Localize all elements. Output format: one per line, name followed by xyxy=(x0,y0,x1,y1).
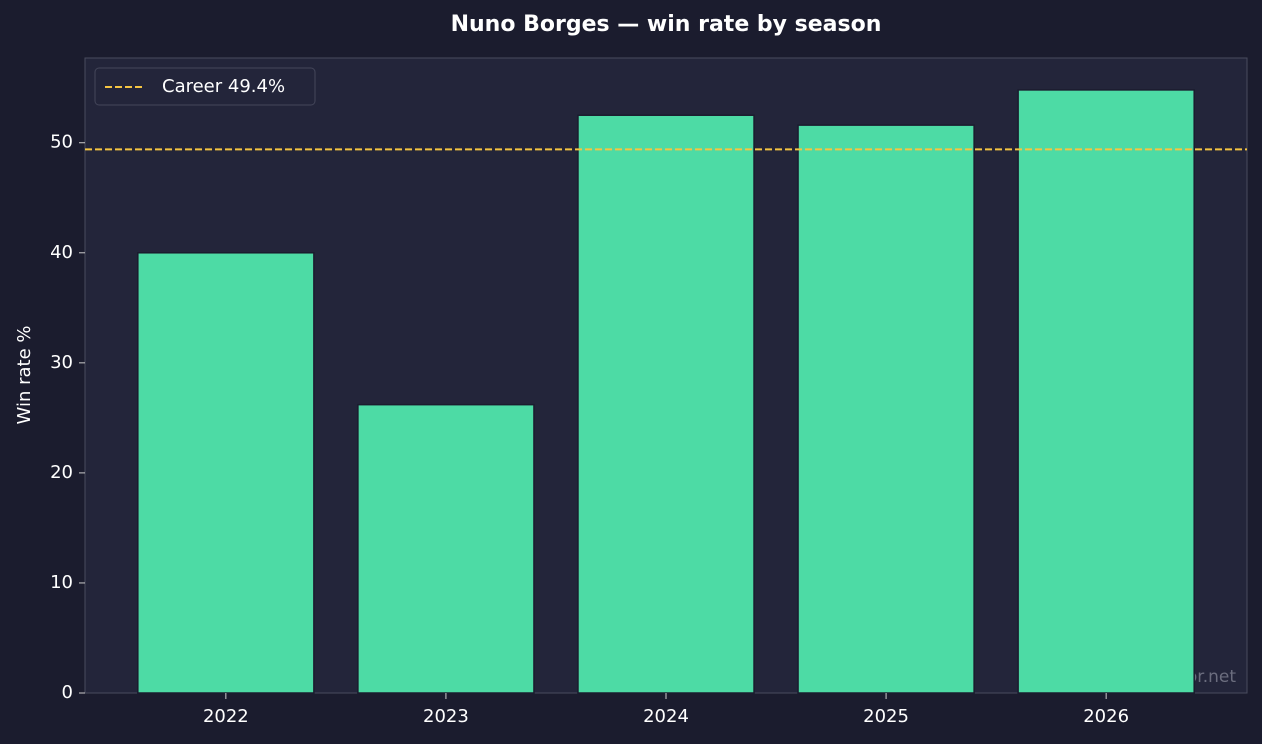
bar xyxy=(1017,89,1195,694)
x-tick-label: 2024 xyxy=(643,706,689,727)
chart-title: Nuno Borges — win rate by season xyxy=(451,12,882,37)
x-tick-label: 2026 xyxy=(1083,706,1129,727)
x-tick-label: 2025 xyxy=(863,706,909,727)
bar xyxy=(577,114,755,694)
bar xyxy=(797,124,975,694)
bar xyxy=(357,403,535,694)
legend-box xyxy=(94,67,316,106)
y-tick-label: 20 xyxy=(50,462,73,483)
x-tick-label: 2023 xyxy=(423,706,469,727)
legend-label: Career 49.4% xyxy=(162,76,285,97)
y-tick-label: 50 xyxy=(50,132,73,153)
y-tick-label: 30 xyxy=(50,352,73,373)
y-axis-label: Win rate % xyxy=(14,326,35,425)
y-tick-label: 40 xyxy=(50,242,73,263)
y-tick-label: 10 xyxy=(50,572,73,593)
bar xyxy=(137,252,315,694)
x-tick-label: 2022 xyxy=(203,706,249,727)
y-tick-label: 0 xyxy=(62,682,73,703)
